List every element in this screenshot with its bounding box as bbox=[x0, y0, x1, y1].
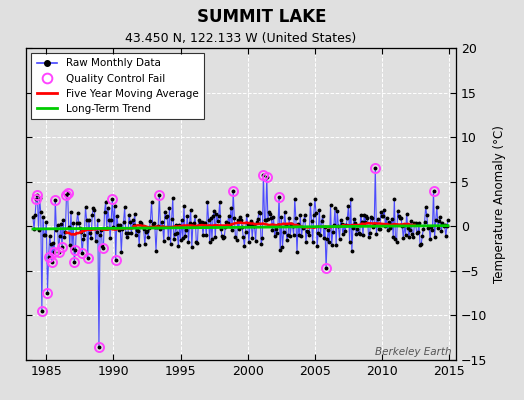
Text: Berkeley Earth: Berkeley Earth bbox=[375, 347, 452, 357]
Text: SUMMIT LAKE: SUMMIT LAKE bbox=[197, 8, 327, 26]
Title: 43.450 N, 122.133 W (United States): 43.450 N, 122.133 W (United States) bbox=[125, 32, 357, 46]
Y-axis label: Temperature Anomaly (°C): Temperature Anomaly (°C) bbox=[493, 125, 506, 283]
Legend: Raw Monthly Data, Quality Control Fail, Five Year Moving Average, Long-Term Tren: Raw Monthly Data, Quality Control Fail, … bbox=[31, 53, 204, 119]
